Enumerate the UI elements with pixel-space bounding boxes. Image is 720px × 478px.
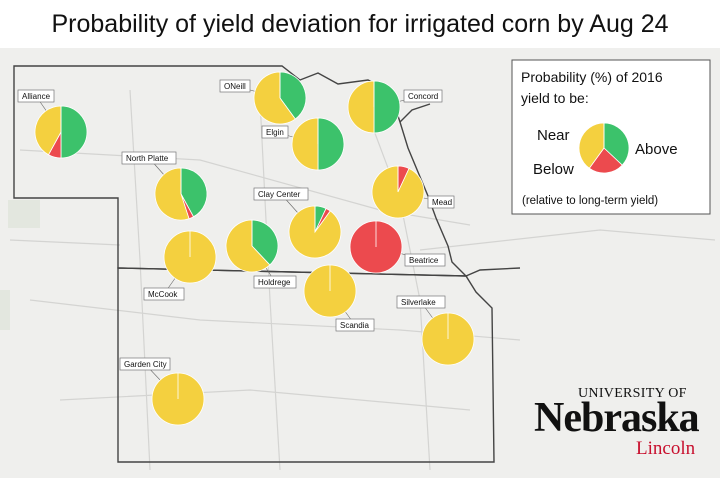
site-label-box-north-platte	[121, 151, 177, 165]
site-label-mead: Mead	[432, 198, 452, 207]
site-label-alliance: Alliance	[22, 92, 51, 101]
map-title: Probability of yield deviation for irrig…	[51, 10, 669, 38]
site-label-box-garden-city	[119, 357, 171, 371]
pie-concord-slice-near	[347, 80, 375, 134]
site-label-box-mccook	[143, 287, 185, 301]
site-label-box-alliance	[17, 89, 55, 103]
site-label-silverlake: Silverlake	[401, 298, 436, 307]
site-label-box-elgin	[261, 125, 289, 139]
site-label-box-beatrice	[404, 253, 446, 267]
legend-pie-slice-below	[588, 147, 623, 174]
legend-pie-slice-near	[578, 122, 605, 169]
pie-north-platte-slice-near	[154, 167, 190, 221]
site-beatrice: Beatrice	[349, 220, 446, 274]
site-label-box-oneill	[219, 79, 251, 93]
iowa-missouri-border	[399, 103, 521, 277]
site-elgin: Elgin	[261, 117, 345, 171]
university-logo: UNIVERSITY OF Nebraska Lincoln	[534, 382, 704, 466]
site-label-box-scandia	[335, 318, 375, 332]
logo-university-text: UNIVERSITY OF	[578, 386, 687, 401]
legend-above-label: Above	[635, 141, 678, 158]
site-pies: Alliance ONeill Concord Elgin North Platte Me…	[17, 71, 475, 426]
site-alliance: Alliance	[17, 89, 88, 159]
legend-title-line1: Probability (%) of 2016	[521, 69, 663, 85]
logo-nebraska-text: Nebraska	[534, 395, 700, 441]
site-scandia: Scandia	[303, 264, 375, 332]
site-label-box-silverlake	[396, 295, 446, 309]
site-oneill: ONeill	[219, 71, 307, 125]
legend-pie-slice-above	[603, 122, 630, 166]
site-silverlake: Silverlake	[396, 295, 475, 366]
site-label-north-platte: North Platte	[126, 154, 169, 163]
legend: Probability (%) of 2016 yield to be: Nea…	[511, 59, 711, 215]
site-label-box-concord	[403, 89, 443, 103]
pie-concord-slice-above	[373, 80, 401, 134]
site-label-clay-center: Clay Center	[258, 190, 301, 199]
pie-oneill-slice-near	[253, 71, 296, 125]
site-label-concord: Concord	[408, 92, 438, 101]
site-mead: Mead	[371, 165, 455, 219]
legend-near-label: Near	[537, 127, 570, 144]
site-label-box-clay-center	[253, 187, 309, 201]
pie-oneill-slice-above	[279, 71, 307, 120]
site-mccook: McCook	[143, 230, 217, 301]
site-label-mccook: McCook	[148, 290, 178, 299]
pie-north-platte-slice-above	[180, 167, 208, 218]
site-label-scandia: Scandia	[340, 321, 369, 330]
pie-holdrege-slice-above	[251, 219, 279, 266]
legend-below-label: Below	[533, 161, 574, 178]
pie-holdrege-slice-near	[225, 219, 271, 273]
site-concord: Concord	[347, 80, 443, 134]
site-label-elgin: Elgin	[266, 128, 284, 137]
site-holdrege: Holdrege	[225, 219, 297, 289]
site-north-platte: North Platte	[121, 151, 208, 221]
site-label-box-mead	[427, 195, 455, 209]
site-label-holdrege: Holdrege	[258, 278, 291, 287]
legend-note: (relative to long-term yield)	[522, 195, 658, 207]
site-clay-center: Clay Center	[253, 187, 342, 259]
site-label-beatrice: Beatrice	[409, 256, 439, 265]
pie-alliance-slice-near	[34, 105, 62, 156]
site-label-box-holdrege	[253, 275, 297, 289]
legend-title-line2: yield to be:	[521, 90, 589, 106]
site-label-oneill: ONeill	[224, 82, 246, 91]
site-garden-city: Garden City	[119, 357, 205, 426]
pie-elgin-slice-near	[291, 117, 319, 171]
terrain-patch	[0, 290, 10, 330]
terrain-patch	[8, 200, 40, 228]
site-label-garden-city: Garden City	[124, 360, 167, 369]
map-canvas: Alliance ONeill Concord Elgin North Platte Me…	[0, 48, 720, 478]
legend-sample-pie	[578, 122, 630, 174]
logo-lincoln-text: Lincoln	[636, 438, 696, 459]
pie-alliance-slice-above	[60, 105, 88, 159]
pie-elgin-slice-above	[317, 117, 345, 171]
